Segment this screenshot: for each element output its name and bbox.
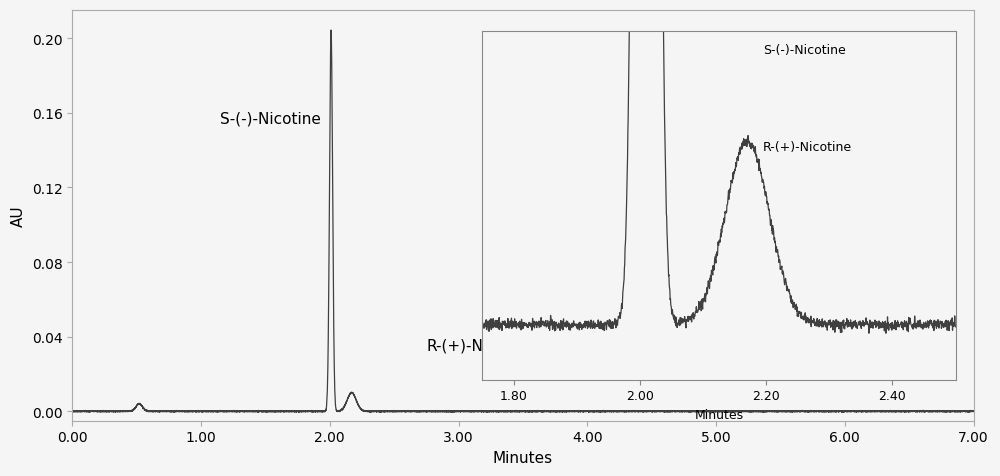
Text: S-(-)-Nicotine: S-(-)-Nicotine <box>220 111 321 126</box>
X-axis label: Minutes: Minutes <box>493 450 553 465</box>
Y-axis label: AU: AU <box>11 205 26 227</box>
Text: R-(+)-Nicotine: R-(+)-Nicotine <box>426 338 535 353</box>
